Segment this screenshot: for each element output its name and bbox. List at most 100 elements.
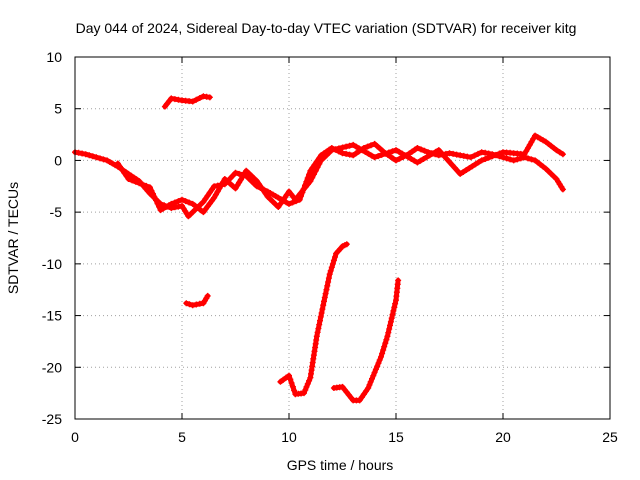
data-point-marker bbox=[446, 159, 453, 165]
data-point-marker bbox=[320, 302, 327, 309]
data-point-marker bbox=[388, 315, 395, 322]
data-point-marker bbox=[366, 381, 373, 388]
data-point-marker bbox=[232, 169, 239, 176]
data-point-marker bbox=[171, 199, 178, 206]
data-point-marker bbox=[395, 277, 402, 284]
data-point-marker bbox=[435, 147, 442, 154]
data-point-marker bbox=[289, 383, 296, 390]
data-point-marker bbox=[183, 300, 190, 307]
data-point-marker bbox=[154, 200, 161, 207]
data-point-marker bbox=[328, 147, 335, 154]
data-point-marker bbox=[389, 311, 396, 318]
data-point-marker bbox=[119, 166, 126, 173]
x-tick-label: 20 bbox=[495, 429, 511, 445]
data-point-marker bbox=[414, 145, 421, 151]
data-point-marker bbox=[214, 188, 221, 195]
x-tick-label: 10 bbox=[281, 429, 297, 445]
data-point-marker bbox=[302, 387, 309, 393]
data-point-marker bbox=[489, 153, 496, 160]
data-point-marker bbox=[260, 187, 267, 194]
data-point-marker bbox=[457, 170, 464, 177]
data-point-marker bbox=[482, 156, 489, 162]
data-point-marker bbox=[378, 151, 385, 158]
data-point-marker bbox=[196, 95, 203, 101]
data-point-marker bbox=[125, 176, 132, 182]
data-point-marker bbox=[367, 378, 374, 385]
data-point-marker bbox=[317, 313, 324, 320]
data-point-marker bbox=[326, 271, 333, 278]
data-point-marker bbox=[146, 184, 153, 191]
x-tick-label: 25 bbox=[602, 429, 618, 445]
data-point-marker bbox=[332, 146, 339, 153]
data-point-marker bbox=[116, 163, 123, 170]
data-point-marker bbox=[148, 187, 155, 194]
y-tick-label: -20 bbox=[42, 359, 62, 375]
data-point-marker bbox=[325, 275, 332, 282]
data-point-marker bbox=[496, 150, 503, 157]
data-point-marker bbox=[514, 156, 521, 163]
data-point-marker bbox=[503, 155, 510, 162]
data-point-marker bbox=[382, 150, 389, 157]
data-point-marker bbox=[197, 201, 204, 208]
data-point-marker bbox=[346, 142, 353, 149]
data-point-marker bbox=[389, 148, 396, 155]
data-point-marker bbox=[291, 387, 298, 394]
data-point-marker bbox=[375, 360, 382, 367]
data-point-marker bbox=[175, 198, 182, 205]
data-point-marker bbox=[212, 191, 219, 198]
data-point-marker bbox=[432, 148, 439, 155]
data-point-marker bbox=[475, 150, 481, 157]
data-point-marker bbox=[421, 147, 428, 154]
data-point-marker bbox=[372, 366, 379, 373]
data-point-marker bbox=[294, 193, 301, 200]
data-point-marker bbox=[281, 194, 288, 201]
y-tick-label: -5 bbox=[50, 204, 63, 220]
data-point-marker bbox=[93, 154, 100, 161]
data-point-marker bbox=[405, 154, 412, 161]
data-point-marker bbox=[368, 152, 375, 159]
y-tick-label: 5 bbox=[54, 101, 62, 117]
data-point-marker bbox=[371, 154, 378, 161]
data-point-marker bbox=[530, 135, 537, 142]
data-point-marker bbox=[171, 96, 178, 103]
data-point-marker bbox=[411, 157, 418, 164]
data-point-marker bbox=[275, 204, 282, 210]
data-point-marker bbox=[385, 329, 392, 336]
plot-frame bbox=[74, 56, 611, 420]
data-point-marker bbox=[136, 180, 143, 187]
data-point-marker bbox=[363, 388, 369, 395]
data-point-marker bbox=[464, 153, 471, 160]
data-point-marker bbox=[371, 369, 378, 376]
y-tick-label: -15 bbox=[42, 308, 62, 324]
data-point-marker bbox=[150, 190, 156, 197]
data-point-marker bbox=[211, 183, 218, 190]
data-point-marker bbox=[378, 353, 384, 360]
data-point-marker bbox=[175, 203, 182, 210]
data-point-marker bbox=[420, 156, 427, 162]
x-tick-label: 15 bbox=[388, 429, 404, 445]
data-point-marker bbox=[206, 94, 213, 101]
series-top-segment bbox=[161, 93, 213, 110]
data-point-marker bbox=[418, 146, 424, 153]
data-point-marker bbox=[386, 326, 393, 332]
data-point-marker bbox=[385, 149, 392, 156]
data-point-marker bbox=[525, 145, 531, 151]
data-point-marker bbox=[358, 394, 365, 401]
data-point-marker bbox=[346, 151, 353, 158]
x-axis-label: GPS time / hours bbox=[287, 457, 394, 473]
y-tick-label: -25 bbox=[42, 411, 62, 427]
data-point-marker bbox=[507, 156, 514, 163]
data-point-marker bbox=[510, 157, 517, 164]
data-point-marker bbox=[553, 147, 560, 154]
data-point-marker bbox=[256, 181, 262, 188]
x-tick-label: 0 bbox=[71, 429, 79, 445]
data-point-marker bbox=[299, 187, 306, 194]
data-point-marker bbox=[368, 142, 374, 149]
data-point-marker bbox=[289, 199, 296, 206]
data-point-marker bbox=[356, 397, 363, 404]
data-point-marker bbox=[492, 151, 499, 158]
data-point-marker bbox=[303, 383, 310, 390]
data-point-marker bbox=[143, 182, 150, 189]
data-point-marker bbox=[292, 196, 299, 203]
